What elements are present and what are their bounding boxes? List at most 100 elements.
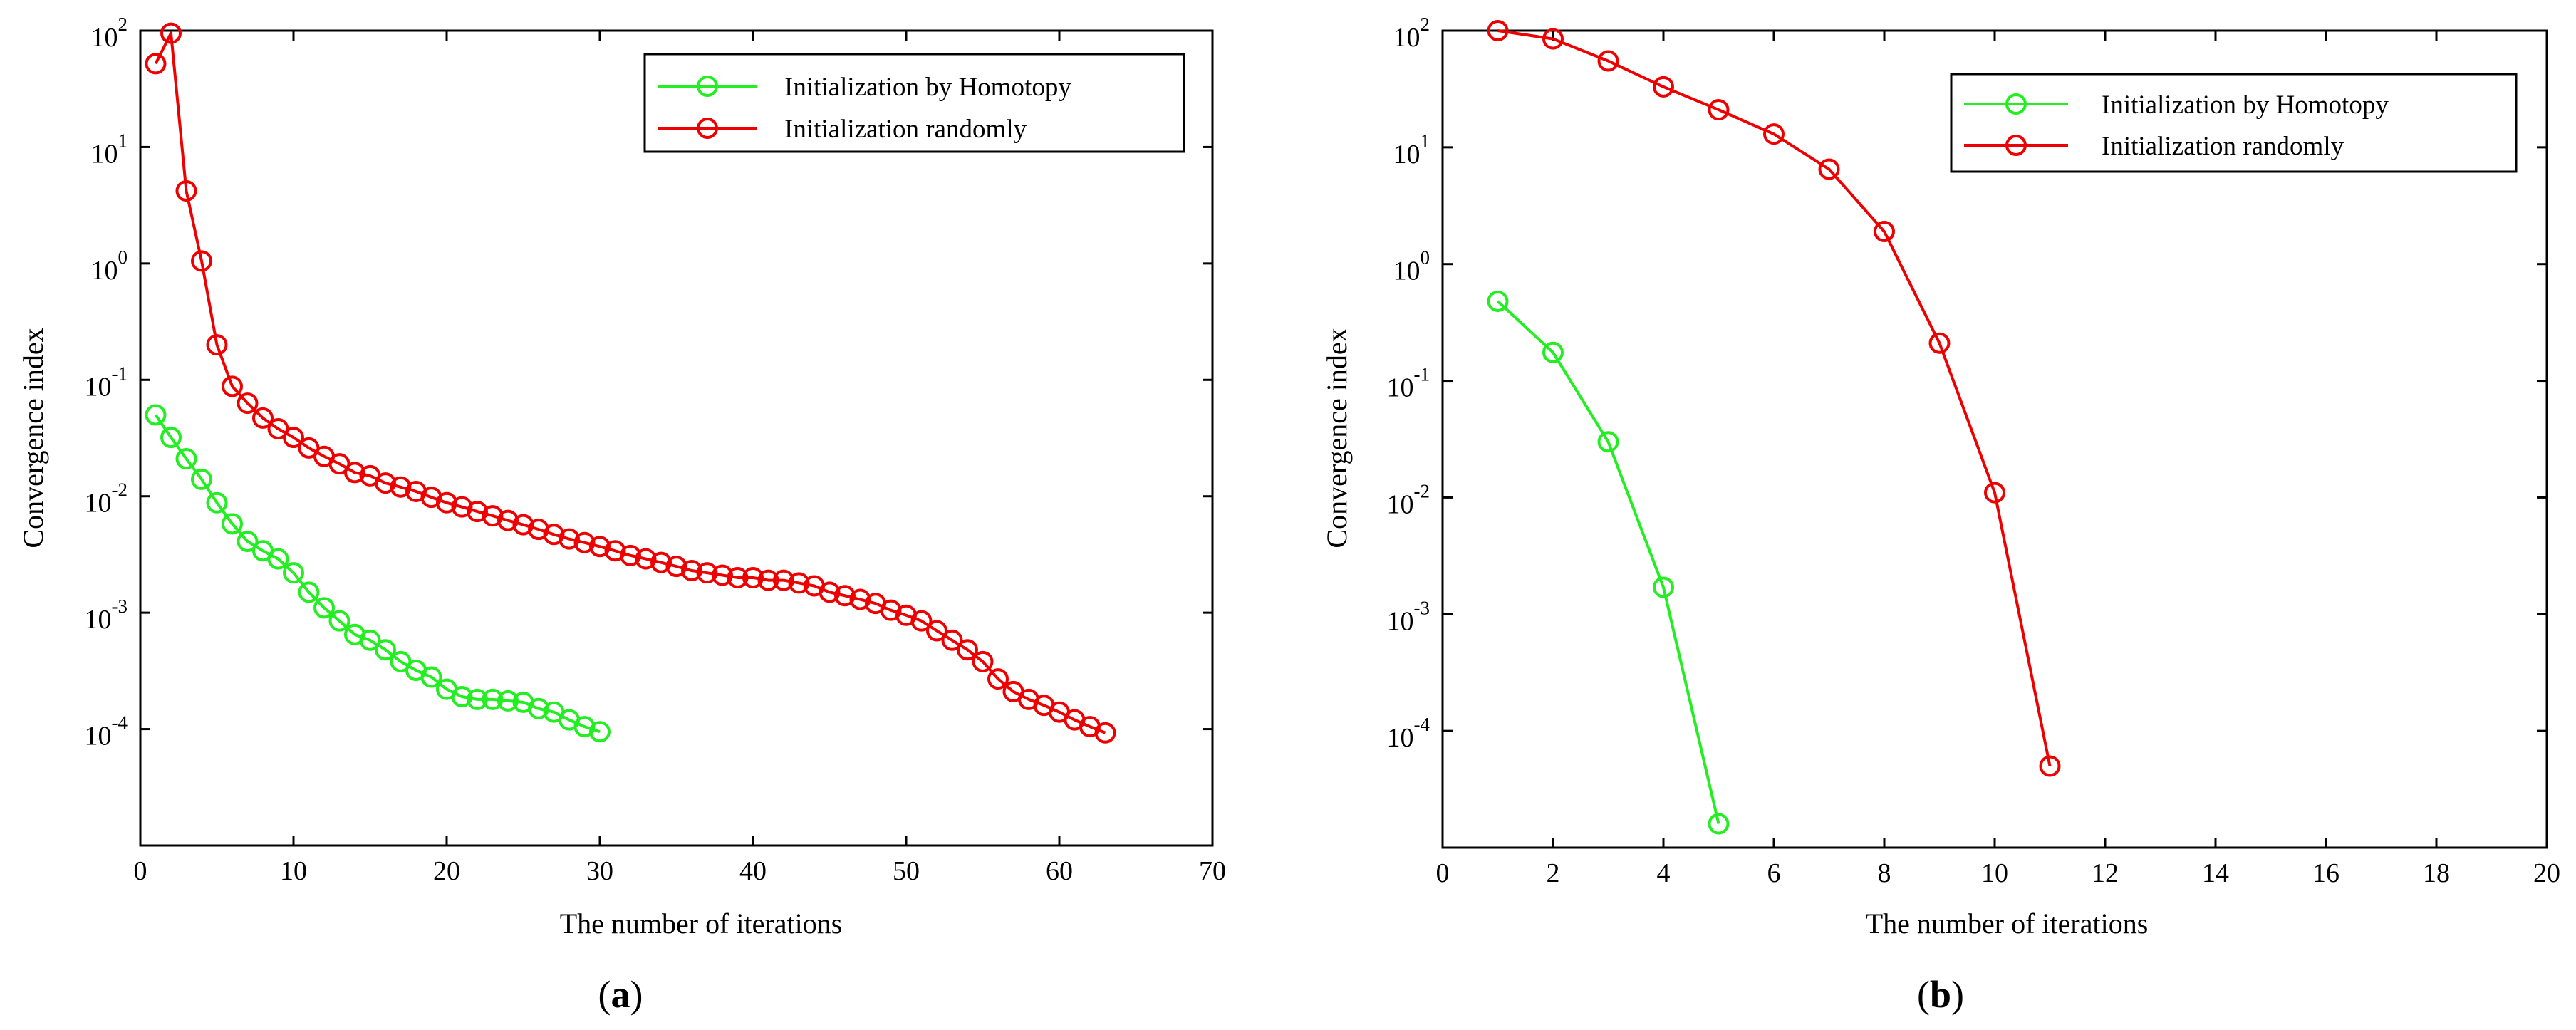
x-tick-label: 40 — [739, 856, 767, 886]
x-tick-label: 0 — [134, 856, 147, 886]
x-axis-label-b: The number of iterations — [1866, 907, 2149, 940]
legend-label-homotopy-b: Initialization by Homotopy — [2102, 90, 2389, 120]
data-point-homotopy — [160, 427, 182, 449]
x-tick-label: 10 — [1981, 858, 2008, 888]
data-point-random — [987, 668, 1009, 690]
data-point-homotopy — [222, 513, 243, 535]
y-tick-label: 102 — [1393, 14, 1430, 53]
y-axis-label-a: Convergence index — [17, 328, 49, 548]
panel-a: 0 10 20 30 40 50 60 70 10-410-310-210-110010110… — [17, 14, 1226, 1016]
data-point-homotopy — [313, 597, 335, 619]
legend-b: Initialization by Homotopy Initializatio… — [1950, 73, 2518, 173]
data-point-homotopy — [589, 721, 611, 743]
y-tick-label: 10-1 — [1387, 364, 1430, 403]
data-point-homotopy — [298, 581, 320, 603]
legend-marker-random-b — [2005, 135, 2027, 156]
data-point-random — [727, 566, 749, 588]
data-point-random — [788, 572, 810, 594]
data-point-random — [2039, 755, 2061, 777]
data-point-random — [512, 514, 534, 536]
x-tick-label: 20 — [433, 856, 460, 886]
x-tick-label: 14 — [2202, 858, 2229, 888]
data-point-homotopy — [328, 610, 350, 632]
data-point-homotopy — [467, 688, 488, 710]
series-line-random — [1497, 29, 2052, 766]
data-point-homotopy — [359, 629, 381, 651]
y-tick-label: 10-1 — [85, 363, 128, 402]
data-point-random — [543, 524, 565, 546]
legend-box-a — [643, 53, 1185, 153]
y-tick-label: 102 — [91, 14, 128, 53]
data-point-homotopy — [451, 686, 473, 708]
y-ticks-a: 10-4 10-3 10-2 10-1 100 101 102 — [85, 14, 1212, 751]
data-point-random — [910, 610, 933, 632]
data-point-random — [620, 544, 641, 566]
y-tick-label: 10-2 — [85, 479, 128, 519]
data-point-random — [589, 536, 611, 558]
data-point-homotopy — [175, 448, 197, 470]
data-point-random — [665, 556, 687, 578]
data-point-homotopy — [497, 690, 519, 712]
legend-marker-homotopy-a — [697, 76, 718, 97]
x-tick-label: 4 — [1657, 858, 1671, 888]
x-tick-label: 18 — [2423, 858, 2450, 888]
data-point-homotopy — [1653, 576, 1674, 598]
y-tick-label: 101 — [1393, 130, 1430, 170]
data-point-random — [681, 560, 702, 582]
data-point-random — [834, 585, 856, 607]
series-a — [145, 22, 1116, 744]
data-point-random — [1597, 50, 1619, 72]
x-tick-label: 12 — [2092, 858, 2119, 888]
data-point-random — [283, 427, 304, 449]
legend-label-homotopy-a: Initialization by Homotopy — [784, 73, 1071, 102]
data-point-random — [1094, 722, 1116, 744]
data-point-random — [1653, 76, 1674, 98]
panel-b: 0 2 4 6 8 10 12 14 16 18 20 10-4 10-3 10-2 10-1 100 101… — [1321, 14, 2560, 1016]
data-point-homotopy — [420, 666, 442, 688]
data-point-random — [175, 180, 197, 202]
x-tick-label: 8 — [1878, 858, 1891, 888]
y-tick-label: 10-4 — [1387, 714, 1430, 753]
x-tick-label: 30 — [586, 856, 613, 886]
x-tick-label: 70 — [1199, 856, 1226, 886]
y-tick-label: 101 — [91, 130, 128, 169]
data-point-random — [742, 566, 764, 588]
data-point-random — [1542, 28, 1564, 50]
x-tick-label: 0 — [1436, 858, 1450, 888]
data-point-homotopy — [1542, 341, 1564, 363]
data-point-random — [957, 639, 978, 661]
series-b — [1487, 20, 2061, 835]
data-point-random — [206, 334, 228, 356]
data-point-random — [926, 620, 947, 642]
data-point-random — [1984, 482, 2005, 504]
data-point-random — [650, 551, 672, 573]
data-point-random — [849, 588, 871, 610]
plot-frame-a — [139, 29, 1214, 847]
data-point-homotopy — [267, 548, 289, 570]
data-point-random — [237, 392, 259, 415]
data-point-homotopy — [206, 491, 228, 514]
data-point-homotopy — [1487, 290, 1509, 312]
data-point-random — [972, 650, 994, 672]
panel-caption-b: (b) — [1917, 973, 1964, 1016]
legend-label-random-a: Initialization randomly — [784, 115, 1027, 144]
data-point-random — [344, 462, 365, 484]
x-tick-label: 60 — [1046, 856, 1073, 886]
legend-marker-random-a — [697, 118, 718, 139]
y-axis-label-b: Convergence index — [1321, 328, 1353, 548]
panel-caption-a: (a) — [598, 973, 643, 1016]
data-point-random — [712, 564, 733, 586]
data-point-homotopy — [237, 530, 259, 552]
data-point-homotopy — [191, 468, 212, 490]
data-point-random — [559, 528, 580, 550]
data-point-random — [696, 562, 718, 584]
data-point-homotopy — [1597, 431, 1619, 453]
data-point-homotopy — [482, 688, 504, 710]
y-tick-label: 10-2 — [1387, 480, 1430, 519]
x-tick-label: 16 — [2312, 858, 2339, 888]
data-point-homotopy — [375, 639, 396, 661]
data-point-random — [604, 540, 626, 562]
x-tick-label: 50 — [893, 856, 920, 886]
legend-marker-homotopy-b — [2005, 93, 2027, 115]
